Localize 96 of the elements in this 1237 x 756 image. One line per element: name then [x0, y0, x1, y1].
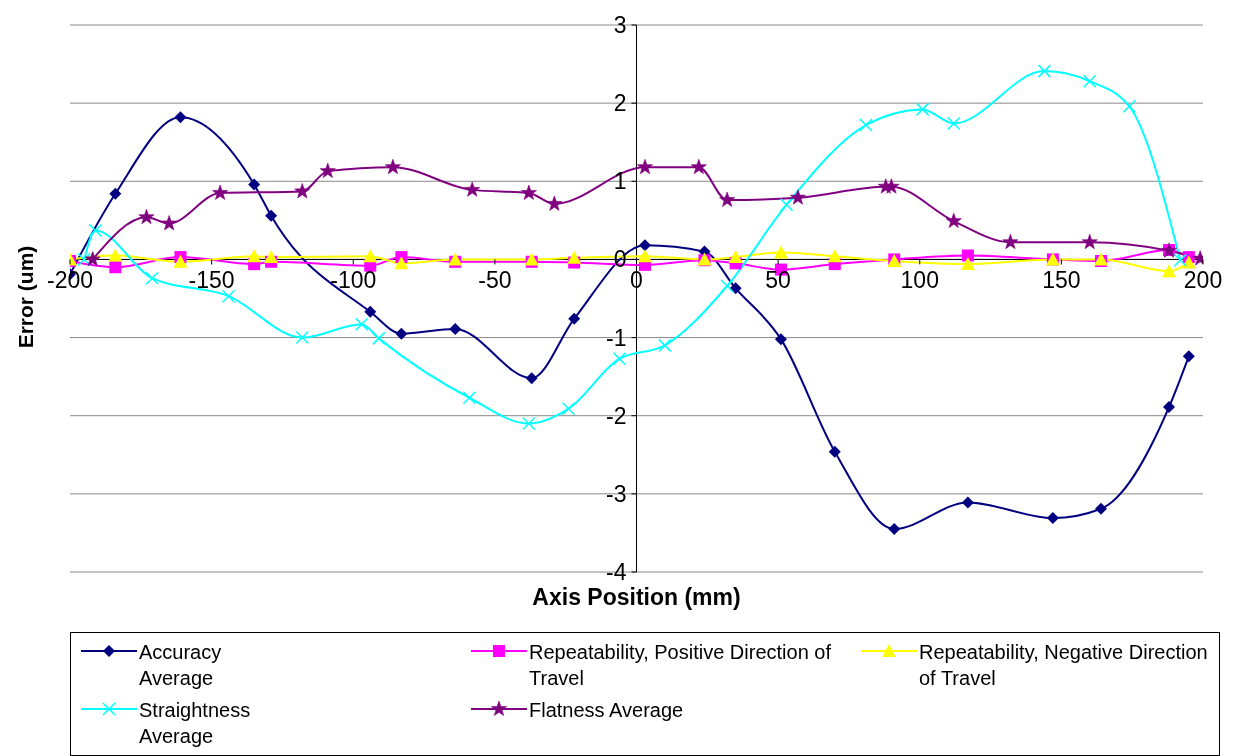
legend-label: Flatness Average [529, 698, 684, 723]
point [265, 209, 278, 222]
point [1037, 64, 1052, 78]
point [612, 351, 627, 366]
point [637, 158, 653, 174]
point [161, 215, 178, 231]
x-tick-label: -50 [478, 267, 512, 294]
point [77, 252, 91, 267]
point [1002, 233, 1019, 250]
point [728, 250, 743, 264]
x-tick-label: -150 [188, 267, 235, 294]
point [774, 333, 787, 346]
y-tick-label: 1 [613, 168, 627, 195]
point [520, 184, 537, 200]
point [561, 401, 576, 416]
point [946, 116, 961, 131]
y-tick-label: -3 [606, 480, 627, 507]
point [264, 250, 279, 264]
x-tick-label: 150 [1042, 267, 1081, 294]
legend-label: Straightness Average [139, 698, 252, 749]
point [1081, 233, 1098, 250]
point [729, 282, 742, 295]
point [385, 158, 401, 174]
point [145, 271, 159, 285]
point [828, 445, 841, 458]
point [960, 257, 975, 271]
point [961, 249, 974, 262]
point [364, 305, 377, 318]
point [567, 250, 582, 264]
point [1182, 350, 1195, 363]
point [173, 254, 188, 268]
point [522, 416, 536, 431]
point [773, 245, 788, 259]
point [371, 331, 386, 346]
point [462, 390, 477, 405]
point [525, 372, 538, 385]
point [355, 317, 369, 332]
point [690, 158, 707, 174]
legend-label: Repeatability, Positive Direction of Travel [529, 640, 832, 691]
point [109, 261, 122, 274]
point [888, 523, 901, 536]
point [568, 312, 581, 325]
point [779, 197, 794, 212]
point [108, 248, 123, 262]
x-tick-label: -200 [46, 267, 94, 294]
point [1082, 74, 1097, 89]
point [638, 249, 652, 263]
point [109, 187, 122, 200]
point [363, 249, 378, 263]
point [945, 212, 962, 228]
point [88, 223, 103, 238]
point [961, 496, 974, 509]
point [859, 118, 873, 132]
point [294, 183, 311, 199]
y-axis-title: Error (um) [14, 244, 38, 350]
point [639, 239, 651, 252]
point [295, 330, 310, 345]
point [212, 184, 229, 200]
point [1046, 512, 1059, 525]
y-tick-label: -2 [606, 402, 627, 429]
point [720, 279, 734, 293]
point [1173, 253, 1188, 267]
legend-label: Accuracy Average [139, 640, 223, 691]
point [394, 256, 409, 270]
y-tick-label: 2 [613, 90, 627, 117]
x-tick-label: 100 [900, 267, 939, 294]
point [449, 322, 462, 335]
x-tick-label: -100 [330, 267, 377, 294]
point [1163, 401, 1176, 414]
point [1162, 264, 1177, 278]
point [719, 191, 736, 207]
point [248, 178, 261, 191]
point [247, 249, 262, 263]
point [464, 181, 481, 197]
point [174, 111, 187, 124]
point [883, 178, 900, 194]
x-tick-label: 200 [1183, 267, 1223, 294]
point [546, 195, 563, 211]
point [915, 102, 930, 117]
point [827, 249, 842, 263]
y-tick-label: 3 [613, 12, 627, 38]
y-tick-label: -1 [606, 324, 627, 351]
point [319, 162, 336, 178]
y-tick-label: -4 [606, 559, 627, 585]
x-tick-label: 50 [765, 267, 791, 294]
point [1181, 255, 1196, 269]
x-axis-title: Axis Position (mm) [531, 584, 742, 611]
point [1122, 99, 1137, 114]
point [658, 338, 672, 353]
point [84, 251, 101, 267]
legend-label: Repeatability, Negative Direction of Travel [919, 640, 1209, 691]
point [138, 208, 155, 224]
point [790, 189, 806, 205]
point [395, 327, 408, 340]
point [1095, 502, 1108, 515]
point [221, 289, 236, 303]
